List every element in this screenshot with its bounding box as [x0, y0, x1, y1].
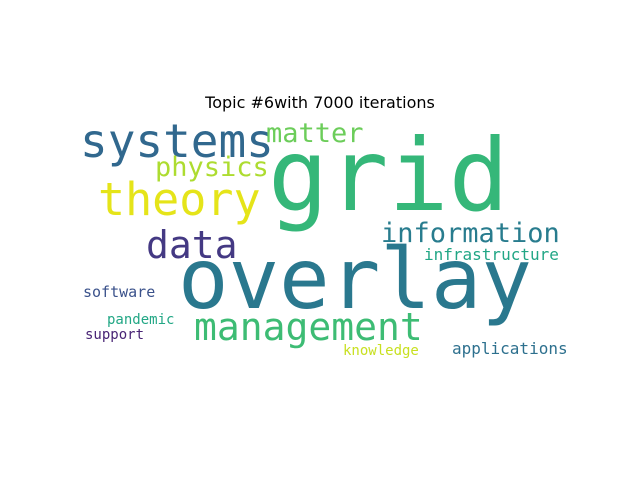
word-theory: theory	[98, 173, 261, 226]
word-infrastructure: infrastructure	[424, 245, 559, 264]
word-matter: matter	[266, 118, 364, 149]
word-support: support	[85, 327, 145, 343]
word-physics: physics	[155, 152, 269, 183]
word-knowledge: knowledge	[343, 343, 419, 359]
word-data: data	[146, 223, 238, 267]
word-information: information	[381, 218, 560, 249]
word-software: software	[83, 283, 156, 301]
word-management: management	[194, 305, 423, 349]
word-grid: grid	[268, 117, 509, 234]
word-pandemic: pandemic	[107, 312, 175, 328]
word-systems: systems	[80, 114, 274, 168]
word-overlay: overlay	[178, 230, 533, 328]
figure-title: Topic #6with 7000 iterations	[205, 93, 435, 112]
word-applications: applications	[452, 339, 568, 358]
word-cloud: grid overlay systems theory management d…	[80, 114, 576, 368]
